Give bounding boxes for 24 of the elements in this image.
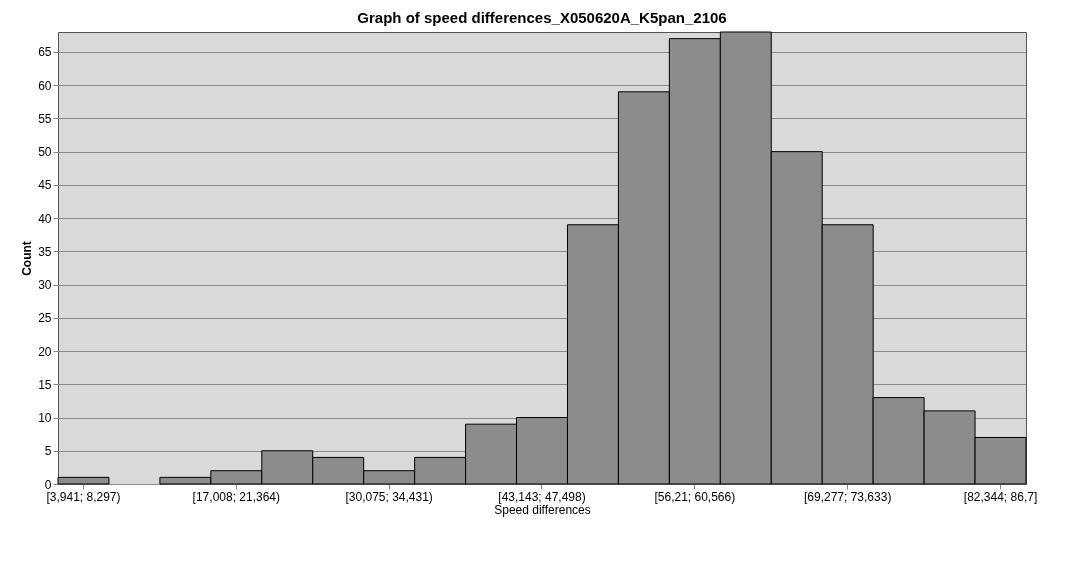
y-tick-label: 55 — [38, 111, 52, 126]
y-tick-label: 5 — [44, 444, 52, 459]
y-tick-label: 15 — [38, 377, 52, 392]
y-tick-label: 45 — [38, 178, 52, 193]
y-tick-label: 0 — [44, 477, 52, 492]
y-tick-label: 30 — [38, 278, 52, 293]
x-tick-label: [56,21; 60,566) — [654, 489, 736, 504]
x-tick-label: [30,075; 34,431) — [345, 489, 433, 504]
y-tick-label: 40 — [38, 211, 52, 226]
y-tick-label: 20 — [38, 344, 52, 359]
x-tick-label: [82,344; 86,7] — [963, 489, 1038, 504]
y-tick-label: 60 — [38, 78, 52, 93]
y-axis-title: Count — [20, 241, 35, 276]
x-tick-label: [3,941; 8,297) — [46, 489, 121, 504]
chart-title: Graph of speed differences_X050620A_K5pan_2106 — [357, 8, 727, 26]
x-tick-label: [17,008; 21,364) — [192, 489, 281, 504]
y-tick-label: 25 — [38, 311, 52, 326]
y-tick-label: 65 — [38, 45, 52, 60]
x-axis-title: Speed differences — [494, 502, 591, 517]
x-tick-label: [69,277; 73,633) — [803, 489, 892, 504]
x-tick-label: [43,143; 47,498) — [498, 489, 586, 504]
y-tick-label: 50 — [38, 145, 52, 160]
y-tick-label: 10 — [38, 411, 52, 426]
y-tick-label: 35 — [38, 244, 52, 259]
